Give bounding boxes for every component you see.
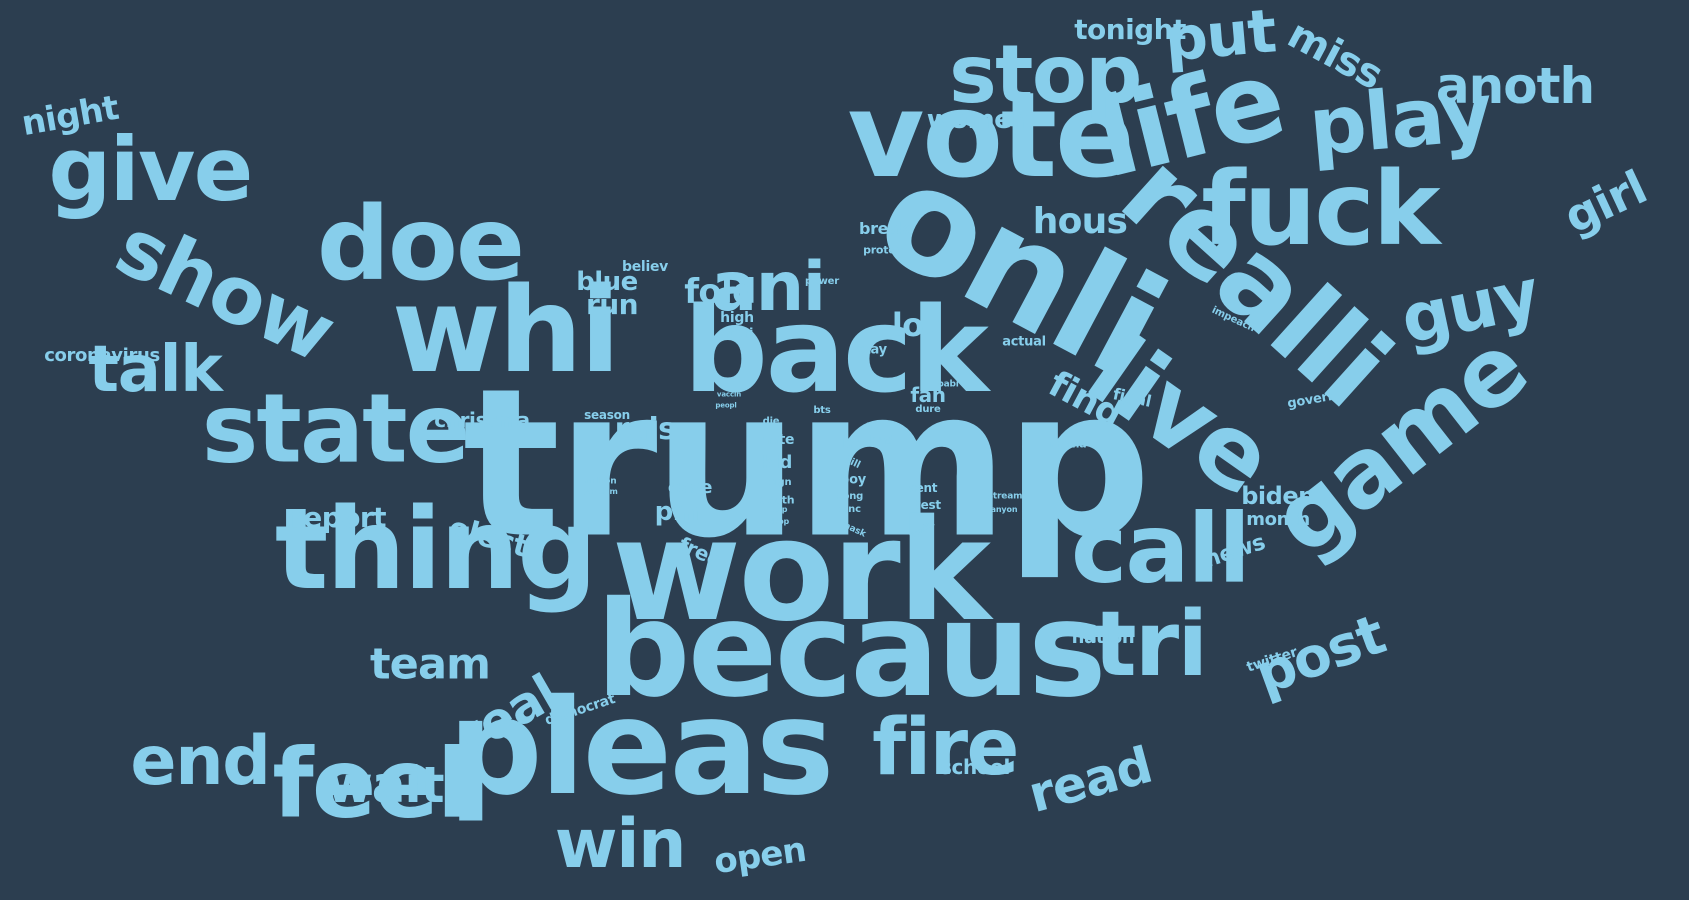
word-million: million bbox=[583, 476, 617, 487]
word-read: read bbox=[1022, 735, 1158, 825]
word-stay: stay bbox=[857, 342, 887, 358]
word-test: test bbox=[915, 498, 941, 512]
word-biden: biden bbox=[1241, 482, 1315, 510]
word-work: work bbox=[611, 490, 991, 653]
word-left: left bbox=[839, 436, 865, 452]
word-actual: actual bbox=[1002, 334, 1046, 350]
word-boy: boy bbox=[840, 472, 866, 488]
word-death: death bbox=[759, 493, 795, 507]
word-stop: stop bbox=[949, 28, 1142, 121]
word-pleas: pleas bbox=[448, 671, 834, 825]
word-month: month bbox=[1246, 509, 1310, 530]
word-ani: ani bbox=[711, 248, 826, 327]
word-babi: babi bbox=[937, 379, 959, 390]
word-end: end bbox=[130, 722, 271, 801]
word-run: run bbox=[586, 288, 639, 321]
word-sinc: sinc bbox=[839, 504, 861, 515]
word-pm: pm bbox=[654, 497, 700, 527]
word-tri: tri bbox=[1093, 592, 1209, 697]
word-rais: rais bbox=[614, 412, 676, 447]
word-blue: blue bbox=[576, 267, 638, 297]
word-peopl: peopl bbox=[715, 401, 737, 410]
word-girl: girl bbox=[1555, 159, 1655, 245]
word-women: women bbox=[926, 105, 1030, 135]
word-give: give bbox=[48, 118, 253, 221]
word-vote: vote bbox=[847, 66, 1135, 204]
word-report: report bbox=[290, 501, 386, 534]
word-kid: kid bbox=[762, 452, 792, 473]
word-school: school bbox=[940, 755, 1010, 779]
word-sign: sign bbox=[768, 477, 792, 488]
word-open: open bbox=[711, 829, 809, 883]
word-high: high bbox=[720, 310, 754, 326]
word-becaus: becaus bbox=[595, 573, 1107, 727]
word-power: power bbox=[805, 276, 839, 287]
word-bad: bad bbox=[869, 433, 895, 447]
word-hous: hous bbox=[1032, 201, 1128, 242]
word-bts: bts bbox=[813, 405, 831, 416]
word-protest: protest bbox=[863, 243, 907, 257]
word-tonight: tonight bbox=[1074, 13, 1186, 46]
word-wait: wait bbox=[326, 756, 445, 814]
word-state: state bbox=[201, 374, 470, 485]
word-talk: talk bbox=[88, 333, 222, 407]
word-coronavirus: coronavirus bbox=[44, 345, 160, 366]
word-guy: guy bbox=[1394, 254, 1546, 361]
word-stori: stori bbox=[720, 326, 754, 342]
word-call: call bbox=[1071, 494, 1251, 605]
word-top: top bbox=[772, 505, 788, 514]
word-song: song bbox=[836, 491, 864, 502]
word-back: back bbox=[683, 281, 988, 419]
word-fold: fold bbox=[684, 272, 756, 312]
word-doe: doe bbox=[316, 185, 525, 304]
word-fuck: fuck bbox=[1201, 150, 1440, 269]
word-feel: feel bbox=[272, 729, 469, 840]
word-vaccin: vaccin bbox=[716, 390, 742, 399]
word-fire: fire bbox=[872, 703, 1019, 793]
word-thing: thing bbox=[274, 485, 598, 615]
word-trump: trump bbox=[462, 345, 1152, 584]
word-believ: believ bbox=[621, 259, 669, 275]
word-lot: lot bbox=[891, 306, 939, 344]
word-stream: stream bbox=[987, 491, 1023, 502]
word-mama: mama bbox=[1049, 437, 1087, 451]
word-lie: lie bbox=[866, 422, 878, 433]
word-team: team bbox=[369, 639, 491, 690]
word-drop: drop bbox=[768, 517, 790, 526]
word-fan: fan bbox=[910, 383, 946, 407]
word-case: case bbox=[667, 477, 713, 498]
word-season: season bbox=[584, 408, 630, 422]
word-whi: whi bbox=[391, 261, 621, 399]
word-cent: cent bbox=[908, 481, 938, 495]
word-anyon: anyon bbox=[990, 505, 1018, 514]
word-nation: nation bbox=[1071, 627, 1135, 648]
word-win: win bbox=[554, 805, 687, 884]
word-christma: christma bbox=[434, 408, 530, 432]
word-die: die bbox=[762, 416, 780, 427]
word-break: break bbox=[858, 219, 910, 238]
word-pandem: pandem bbox=[582, 487, 618, 496]
word-anoth: anoth bbox=[1435, 57, 1595, 115]
word-dure: dure bbox=[915, 404, 941, 415]
word-hate: hate bbox=[759, 432, 795, 448]
